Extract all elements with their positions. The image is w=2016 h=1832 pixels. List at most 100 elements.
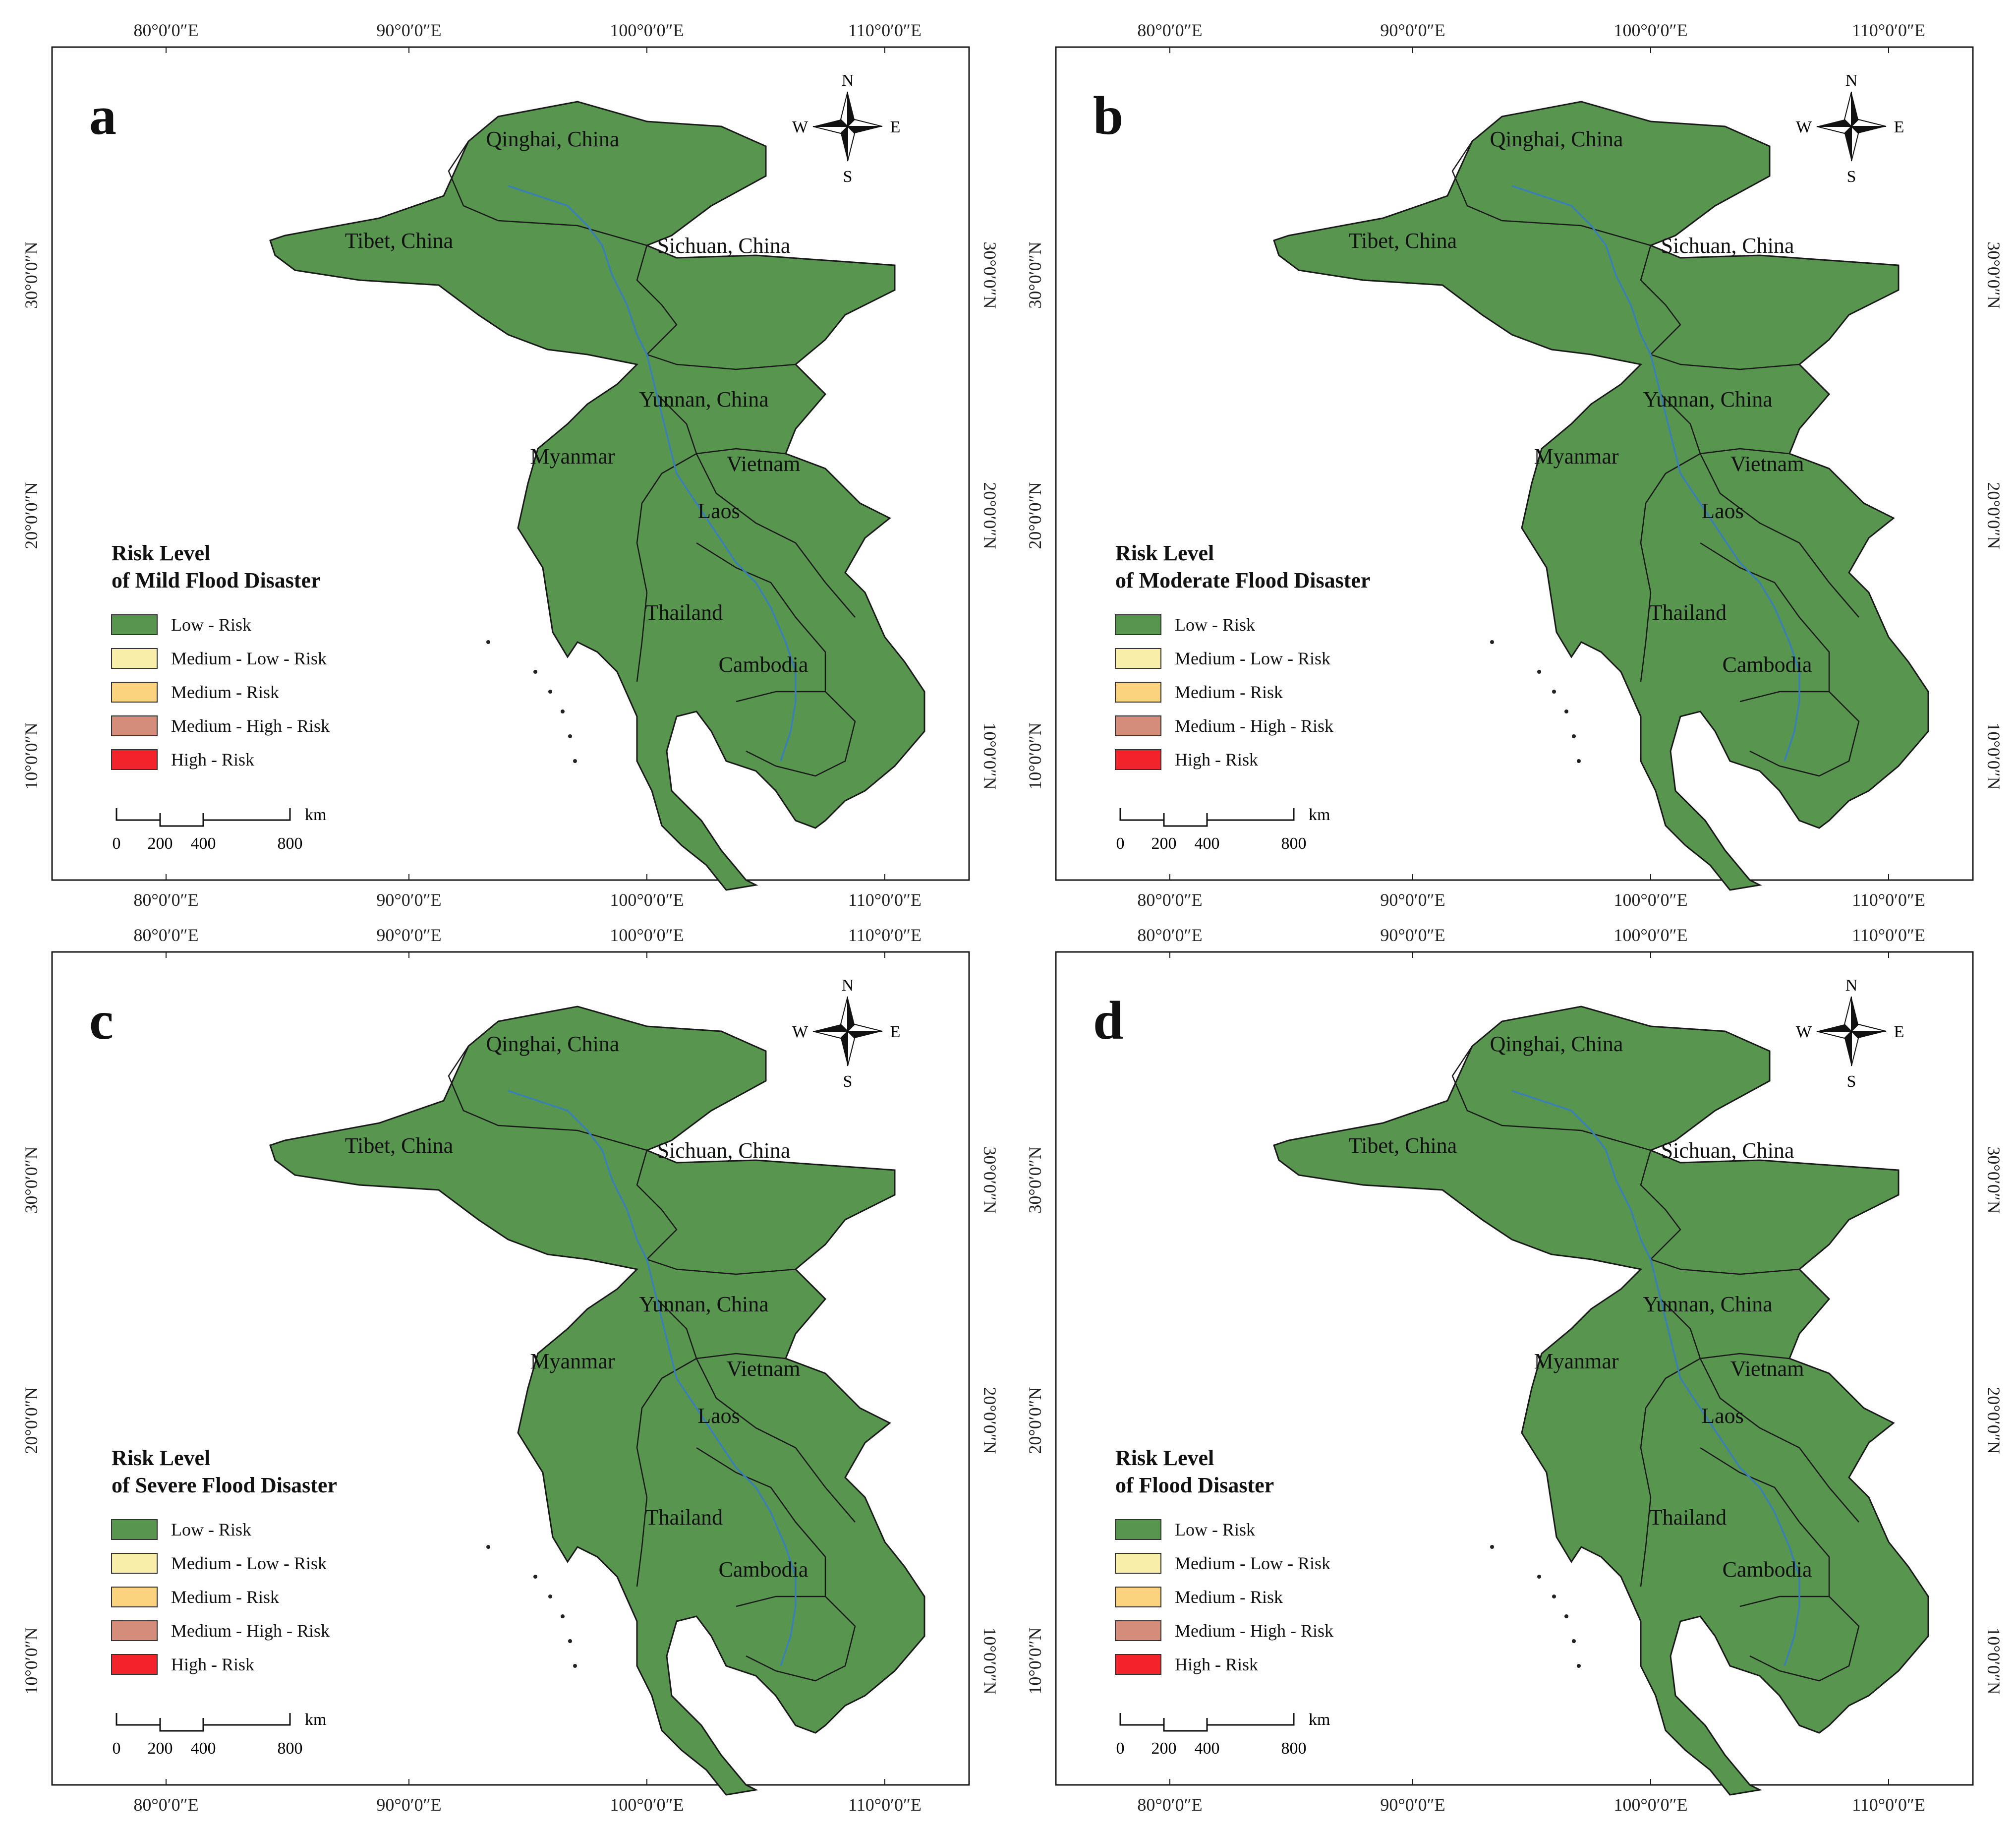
admin-border (1640, 453, 1701, 682)
longitude-label-top: 100°0′0″E (610, 20, 684, 40)
admin-border (1699, 1358, 1859, 1523)
scale-bar-line (1119, 1713, 1295, 1732)
compass-s: S (1847, 168, 1856, 186)
region-label: Sichuan, China (1661, 1138, 1794, 1163)
scale-tick-label: 0 (113, 1739, 121, 1758)
compass-n: N (842, 71, 854, 90)
legend-label: Low - Risk (1175, 1520, 1255, 1539)
scale-tick-label: 0 (113, 834, 121, 853)
scale-tick-label: 0 (1116, 1739, 1125, 1758)
admin-border (736, 1596, 856, 1682)
latitude-label-right: 30°0′0″N (980, 1146, 1000, 1213)
scale-bar: km 0 200 400 800 (1116, 806, 1330, 853)
admin-border (646, 1258, 796, 1275)
region-label: Laos (697, 499, 740, 523)
map-panel-b: 80°0′0″E 80°0′0″E 90°0′0″E 90°0′0″E 100°0′0″… (1025, 20, 2004, 910)
longitude-label-bottom: 90°0′0″E (376, 890, 441, 910)
admin-border (736, 691, 856, 777)
region-label: Tibet, China (345, 1133, 453, 1158)
scale-tick-label: 200 (148, 1739, 173, 1758)
longitude-label-top: 110°0′0″E (1852, 20, 1925, 40)
island (486, 1545, 490, 1549)
latitude-label-left: 10°0′0″N (1025, 722, 1045, 789)
island (1490, 1545, 1494, 1549)
latitude-label-right: 30°0′0″N (1984, 1146, 2004, 1213)
scale-tick-label: 200 (148, 834, 173, 853)
compass-e: E (1894, 118, 1904, 136)
legend-swatch-medium (1115, 682, 1161, 703)
legend-label: Medium - High - Risk (171, 1621, 330, 1641)
longitude-label-bottom: 110°0′0″E (1852, 890, 1925, 910)
scale-bar: km 0 200 400 800 (1116, 1711, 1330, 1758)
latitude-label-left: 20°0′0″N (21, 1387, 41, 1454)
panel-letter: b (1093, 85, 1123, 146)
legend-label: Medium - Low - Risk (171, 1553, 327, 1573)
legend-swatch-medium-low (111, 1553, 158, 1574)
legend-swatch-medium-high (111, 1620, 158, 1641)
compass-needle (812, 1031, 849, 1039)
longitude-label-bottom: 100°0′0″E (610, 1795, 684, 1815)
map-panel-c: 80°0′0″E 80°0′0″E 90°0′0″E 90°0′0″E 100°0′0″… (21, 925, 1000, 1815)
legend-swatch-medium-low (1115, 648, 1161, 669)
scale-tick-label: 800 (278, 1739, 303, 1758)
legend-swatch-low (1115, 614, 1161, 635)
longitude-label-bottom: 100°0′0″E (1613, 890, 1687, 910)
legend-label: High - Risk (1175, 1655, 1258, 1674)
scale-bar-line (1119, 808, 1295, 827)
region-label: Myanmar (1534, 1349, 1618, 1373)
longitude-label-bottom: 100°0′0″E (610, 890, 684, 910)
latitude-label-left: 10°0′0″N (1025, 1627, 1045, 1694)
island (1537, 670, 1541, 674)
north-arrow-icon: N S W E (1796, 976, 1904, 1091)
island (1577, 1664, 1581, 1668)
compass-needle (841, 126, 848, 161)
region-label: Sichuan, China (657, 1138, 791, 1163)
legend-label: High - Risk (1175, 750, 1258, 769)
scale-bar-line (115, 1713, 291, 1732)
compass-e: E (1894, 1023, 1904, 1041)
scale-bar: km 0 200 400 800 (113, 806, 327, 853)
compass-w: W (792, 118, 808, 136)
longitude-label-bottom: 80°0′0″E (133, 890, 198, 910)
legend-title: Risk Level (112, 1446, 210, 1470)
island (1552, 690, 1556, 694)
island (1572, 1639, 1576, 1643)
compass-needle (848, 1031, 882, 1038)
region-label: Vietnam (727, 1357, 801, 1381)
region-label: Thailand (1649, 600, 1727, 625)
region-label: Sichuan, China (1661, 234, 1794, 258)
compass-s: S (843, 1072, 853, 1091)
legend-title: Risk Level (112, 541, 210, 565)
longitude-label-bottom: 80°0′0″E (133, 1795, 198, 1815)
legend-swatch-low (1115, 1519, 1161, 1540)
compass-needle (848, 92, 855, 126)
map-panel-a: 80°0′0″E 80°0′0″E 90°0′0″E 90°0′0″E 100°0′0″… (21, 20, 1000, 910)
legend-swatch-medium (1115, 1587, 1161, 1607)
region-label: Myanmar (1534, 444, 1618, 469)
latitude-label-left: 30°0′0″N (1025, 241, 1045, 308)
scale-unit: km (305, 806, 326, 824)
admin-border (1650, 354, 1800, 370)
legend-label: Low - Risk (1175, 615, 1255, 635)
island (573, 759, 577, 763)
legend-subtitle: of Flood Disaster (1115, 1473, 1274, 1497)
legend-label: Medium - Risk (171, 682, 279, 702)
region-label: Thailand (645, 600, 723, 625)
island (1564, 709, 1568, 713)
scale-tick-label: 400 (1195, 834, 1220, 853)
admin-border (1650, 1258, 1800, 1275)
panel-letter: c (89, 990, 114, 1051)
compass-needle (1851, 92, 1858, 126)
legend-swatch-medium (111, 682, 158, 703)
latitude-label-right: 30°0′0″N (1984, 241, 2004, 308)
legend-swatch-high (111, 749, 158, 770)
region-label: Sichuan, China (657, 234, 791, 258)
compass-e: E (890, 1023, 901, 1041)
legend-swatch-medium-high (111, 715, 158, 736)
compass-needle (848, 997, 855, 1031)
compass-needle (848, 126, 882, 133)
region-label: Yunnan, China (1643, 1292, 1773, 1316)
compass-e: E (890, 118, 901, 136)
region-label: Yunnan, China (639, 387, 769, 412)
region-label: Vietnam (727, 452, 801, 476)
